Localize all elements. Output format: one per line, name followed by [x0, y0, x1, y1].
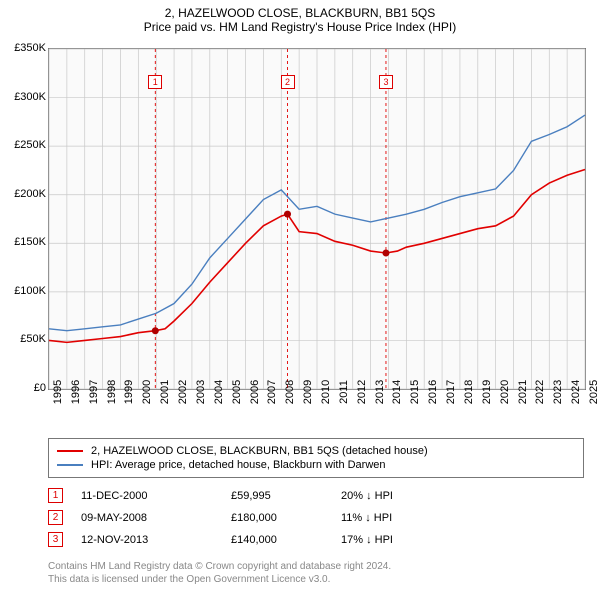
sale-marker-box: 3: [379, 75, 393, 89]
sale-date: 12-NOV-2013: [81, 534, 231, 546]
y-axis-tick-label: £200K: [14, 188, 46, 200]
x-axis-tick-label: 2008: [284, 380, 296, 404]
y-axis-tick-label: £50K: [20, 333, 46, 345]
sale-row: 1 11-DEC-2000£59,99520% ↓ HPI: [48, 488, 584, 503]
x-axis-tick-label: 2011: [338, 380, 350, 404]
x-axis-tick-label: 2013: [374, 380, 386, 404]
sale-row: 3 12-NOV-2013£140,00017% ↓ HPI: [48, 532, 584, 547]
x-axis-tick-label: 2025: [588, 380, 600, 404]
y-axis-tick-label: £250K: [14, 139, 46, 151]
x-axis-tick-label: 2004: [213, 380, 225, 404]
x-axis-tick-label: 1998: [106, 380, 118, 404]
chart-plot-area: 1 2 3: [48, 48, 586, 390]
y-axis-tick-label: £0: [34, 382, 46, 394]
x-axis-tick-label: 2006: [249, 380, 261, 404]
sale-hpi-diff: 17% ↓ HPI: [341, 534, 393, 546]
sale-row: 2 09-MAY-2008£180,00011% ↓ HPI: [48, 510, 584, 525]
x-axis-tick-label: 2021: [517, 380, 529, 404]
x-axis-tick-label: 2014: [391, 380, 403, 404]
x-axis-tick-label: 1995: [52, 380, 64, 404]
sale-marker-box: 2: [281, 75, 295, 89]
x-axis-tick-label: 2022: [534, 380, 546, 404]
legend-label: 2, HAZELWOOD CLOSE, BLACKBURN, BB1 5QS (…: [91, 445, 428, 457]
x-axis-tick-label: 2001: [159, 380, 171, 404]
y-axis-tick-label: £350K: [14, 42, 46, 54]
x-axis-tick-label: 2007: [266, 380, 278, 404]
legend-row: 2, HAZELWOOD CLOSE, BLACKBURN, BB1 5QS (…: [57, 444, 575, 458]
y-axis-tick-label: £100K: [14, 285, 46, 297]
x-axis-tick-label: 2020: [499, 380, 511, 404]
sale-date: 09-MAY-2008: [81, 512, 231, 524]
x-axis-tick-label: 2002: [177, 380, 189, 404]
sale-number-box: 3: [48, 532, 63, 547]
x-axis-tick-label: 2024: [570, 380, 582, 404]
x-axis-tick-label: 2019: [481, 380, 493, 404]
license-line: Contains HM Land Registry data © Crown c…: [48, 560, 391, 573]
legend-row: HPI: Average price, detached house, Blac…: [57, 458, 575, 472]
x-axis-tick-label: 2017: [445, 380, 457, 404]
legend-label: HPI: Average price, detached house, Blac…: [91, 459, 386, 471]
sale-hpi-diff: 11% ↓ HPI: [341, 512, 392, 524]
sale-marker-box: 1: [148, 75, 162, 89]
x-axis-tick-label: 2000: [141, 380, 153, 404]
sale-date: 11-DEC-2000: [81, 490, 231, 502]
x-axis-tick-label: 1997: [88, 380, 100, 404]
sale-hpi-diff: 20% ↓ HPI: [341, 490, 393, 502]
x-axis-tick-label: 2005: [231, 380, 243, 404]
sale-number-box: 2: [48, 510, 63, 525]
legend-swatch: [57, 450, 83, 452]
license-line: This data is licensed under the Open Gov…: [48, 573, 391, 586]
x-axis-tick-label: 1996: [70, 380, 82, 404]
x-axis-tick-label: 2009: [302, 380, 314, 404]
chart-title: 2, HAZELWOOD CLOSE, BLACKBURN, BB1 5QS: [0, 0, 600, 20]
x-axis-tick-label: 2003: [195, 380, 207, 404]
chart-subtitle: Price paid vs. HM Land Registry's House …: [0, 20, 600, 38]
x-axis-tick-label: 2016: [427, 380, 439, 404]
x-axis-tick-label: 2010: [320, 380, 332, 404]
x-axis-tick-label: 2015: [409, 380, 421, 404]
legend-swatch: [57, 464, 83, 466]
y-axis-tick-label: £150K: [14, 236, 46, 248]
sale-price: £180,000: [231, 512, 341, 524]
x-axis-tick-label: 1999: [123, 380, 135, 404]
license-text: Contains HM Land Registry data © Crown c…: [48, 560, 391, 586]
x-axis-tick-label: 2018: [463, 380, 475, 404]
sale-price: £140,000: [231, 534, 341, 546]
y-axis-tick-label: £300K: [14, 91, 46, 103]
x-axis-tick-label: 2012: [356, 380, 368, 404]
sale-number-box: 1: [48, 488, 63, 503]
chart-legend: 2, HAZELWOOD CLOSE, BLACKBURN, BB1 5QS (…: [48, 438, 584, 478]
x-axis-tick-label: 2023: [552, 380, 564, 404]
sale-price: £59,995: [231, 490, 341, 502]
